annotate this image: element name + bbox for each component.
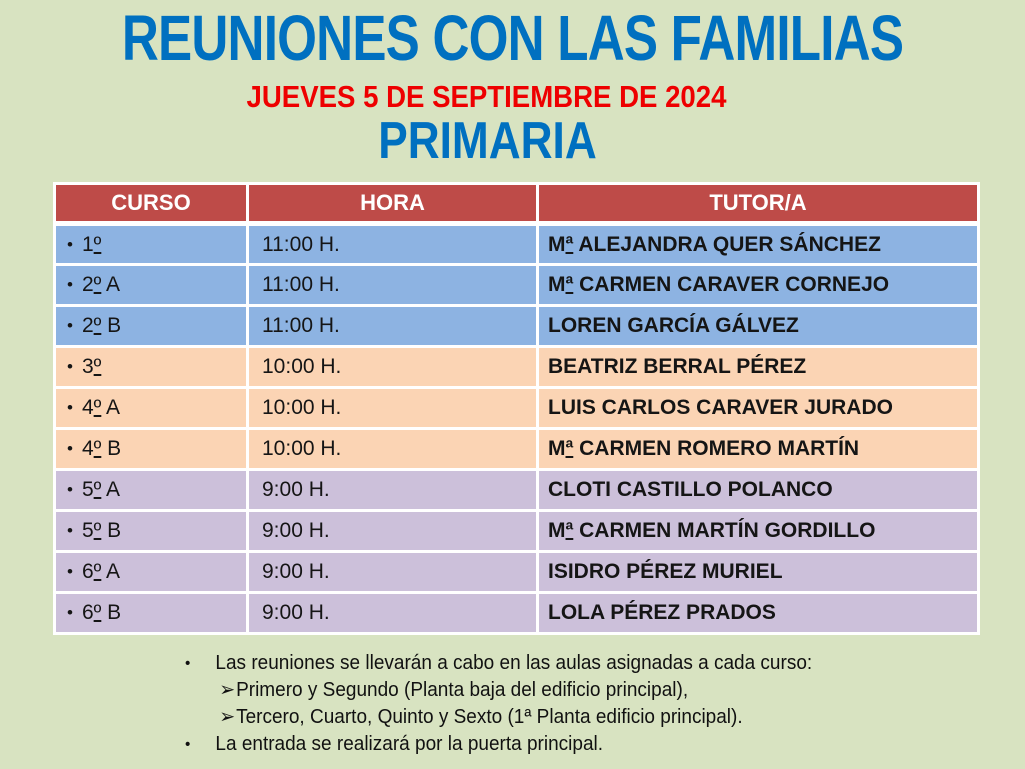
note-subitem: ➢Tercero, Cuarto, Quinto y Sexto (1ª Pla…	[185, 704, 983, 731]
note-text: Las reuniones se llevarán a cabo en las …	[215, 652, 813, 674]
tutor-cell: ISIDRO PÉREZ MURIEL	[536, 550, 980, 594]
table-row: • 3º 10:00 H. BEATRIZ BERRAL PÉREZ	[53, 345, 980, 389]
date-subtitle: JUEVES 5 DE SEPTIEMBRE DE 2024	[246, 79, 727, 114]
tutor-cell: Mª CARMEN MARTÍN GORDILLO	[536, 509, 980, 553]
hora-cell: 10:00 H.	[246, 345, 539, 389]
tutor-cell: BEATRIZ BERRAL PÉREZ	[536, 345, 980, 389]
bullet-icon: •	[67, 234, 73, 254]
column-header-curso: CURSO	[53, 182, 249, 226]
hora-cell: 10:00 H.	[246, 427, 539, 471]
curso-cell: • 2º A	[53, 263, 249, 307]
bullet-icon: •	[67, 521, 73, 540]
bullet-icon: •	[67, 603, 73, 622]
hora-cell: 11:00 H.	[246, 263, 539, 307]
bullet-icon: •	[185, 736, 191, 753]
table-row: • 5º B 9:00 H. Mª CARMEN MARTÍN GORDILLO	[53, 509, 980, 553]
hora-cell: 10:00 H.	[246, 386, 539, 430]
hora-cell: 9:00 H.	[246, 509, 539, 553]
note-subtext: Primero y Segundo (Planta baja del edifi…	[236, 679, 689, 701]
arrow-bullet-icon: ➢	[219, 706, 236, 728]
schedule-table-header: CURSO HORA TUTOR/A	[53, 182, 980, 226]
bullet-icon: •	[67, 316, 73, 335]
bullet-icon: •	[67, 562, 73, 581]
curso-label: 5º A	[81, 478, 120, 501]
curso-cell: • 1º	[53, 222, 249, 266]
table-row: • 5º A 9:00 H. CLOTI CASTILLO POLANCO	[53, 468, 980, 512]
curso-cell: • 6º B	[53, 591, 249, 635]
curso-label: 6º A	[81, 560, 120, 583]
column-header-hora: HORA	[246, 182, 539, 226]
curso-label: 5º B	[81, 519, 122, 542]
tutor-cell: Mª CARMEN ROMERO MARTÍN	[536, 427, 980, 471]
bullet-icon: •	[67, 480, 73, 499]
schedule-table-body: • 1º 11:00 H. Mª ALEJANDRA QUER SÁNCHEZ • 2º …	[53, 222, 980, 635]
curso-label: 1º	[81, 232, 102, 256]
bullet-icon: •	[67, 275, 73, 294]
hora-cell: 9:00 H.	[246, 550, 539, 594]
curso-label: 3º	[81, 355, 102, 378]
note-subtext: Tercero, Cuarto, Quinto y Sexto (1ª Plan…	[236, 706, 743, 728]
curso-cell: • 4º B	[53, 427, 249, 471]
curso-cell: • 3º	[53, 345, 249, 389]
hora-cell: 9:00 H.	[246, 468, 539, 512]
hora-cell: 11:00 H.	[246, 222, 539, 266]
table-row: • 4º A 10:00 H. LUIS CARLOS CARAVER JURADO	[53, 386, 980, 430]
bullet-icon: •	[67, 439, 73, 458]
notes-list: • Las reuniones se llevarán a cabo en las…	[185, 650, 983, 758]
curso-cell: • 4º A	[53, 386, 249, 430]
hora-cell: 9:00 H.	[246, 591, 539, 635]
column-header-tutor: TUTOR/A	[536, 182, 980, 226]
hora-cell: 11:00 H.	[246, 304, 539, 348]
tutor-cell: LOREN GARCÍA GÁLVEZ	[536, 304, 980, 348]
table-row: • 1º 11:00 H. Mª ALEJANDRA QUER SÁNCHEZ	[53, 222, 980, 266]
table-row: • 4º B 10:00 H. Mª CARMEN ROMERO MARTÍN	[53, 427, 980, 471]
tutor-cell: Mª CARMEN CARAVER CORNEJO	[536, 263, 980, 307]
page-title: REUNIONES CON LAS FAMILIAS	[121, 2, 904, 74]
note-text: La entrada se realizará por la puerta pr…	[215, 733, 604, 755]
bullet-icon: •	[185, 655, 191, 672]
curso-cell: • 5º A	[53, 468, 249, 512]
table-row: • 6º A 9:00 H. ISIDRO PÉREZ MURIEL	[53, 550, 980, 594]
bullet-icon: •	[67, 398, 73, 417]
table-row: • 6º B 9:00 H. LOLA PÉREZ PRADOS	[53, 591, 980, 635]
curso-label: 4º A	[81, 396, 120, 419]
curso-label: 4º B	[81, 437, 122, 460]
curso-cell: • 2º B	[53, 304, 249, 348]
tutor-cell: CLOTI CASTILLO POLANCO	[536, 468, 980, 512]
bullet-icon: •	[67, 357, 73, 376]
note-item: • Las reuniones se llevarán a cabo en las…	[185, 650, 983, 677]
curso-label: 6º B	[81, 601, 122, 624]
schedule-table: CURSO HORA TUTOR/A • 1º 11:00 H. Mª ALEJAND…	[53, 182, 980, 635]
tutor-cell: LOLA PÉREZ PRADOS	[536, 591, 980, 635]
table-row: • 2º B 11:00 H. LOREN GARCÍA GÁLVEZ	[53, 304, 980, 348]
table-row: • 2º A 11:00 H. Mª CARMEN CARAVER CORNEJO	[53, 263, 980, 307]
curso-label: 2º A	[81, 273, 120, 296]
note-item: • La entrada se realizará por la puerta p…	[185, 731, 983, 758]
section-title: PRIMARIA	[378, 112, 597, 170]
tutor-cell: Mª ALEJANDRA QUER SÁNCHEZ	[536, 222, 980, 266]
arrow-bullet-icon: ➢	[219, 679, 236, 701]
curso-cell: • 6º A	[53, 550, 249, 594]
tutor-cell: LUIS CARLOS CARAVER JURADO	[536, 386, 980, 430]
curso-cell: • 5º B	[53, 509, 249, 553]
note-subitem: ➢Primero y Segundo (Planta baja del edif…	[185, 677, 983, 704]
curso-label: 2º B	[81, 314, 122, 337]
